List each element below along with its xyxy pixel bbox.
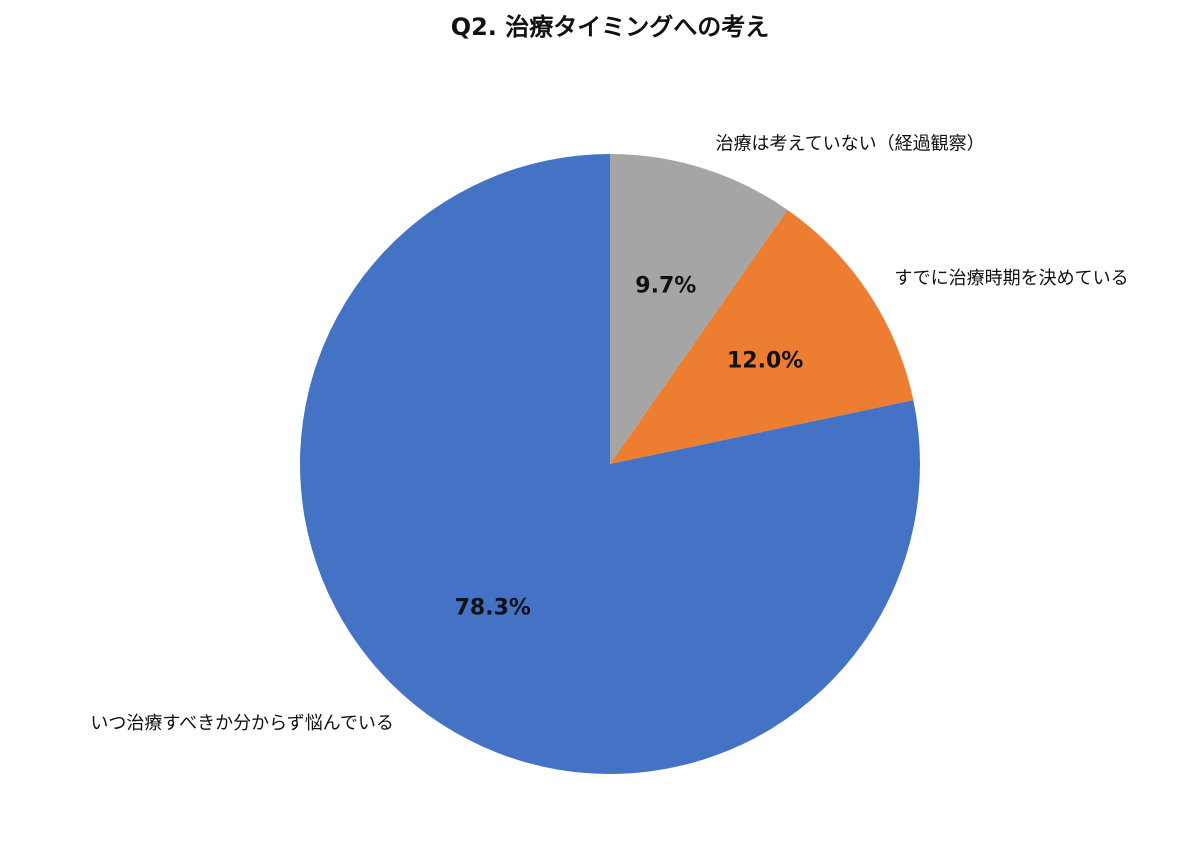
category-label: いつ治療すべきか分からず悩んでいる <box>90 713 393 734</box>
pie-slice <box>610 154 788 464</box>
category-label: すでに治療時期を決めている <box>894 268 1128 289</box>
category-label: 治療は考えていない（経過観察） <box>716 133 985 154</box>
pie-slice <box>610 209 914 464</box>
value-label: 78.3% <box>455 595 531 620</box>
value-label: 12.0% <box>727 348 803 373</box>
pie-slice <box>300 154 921 774</box>
value-label: 9.7% <box>635 274 696 299</box>
chart-title: Q2. 治療タイミングへの考え <box>451 13 770 41</box>
